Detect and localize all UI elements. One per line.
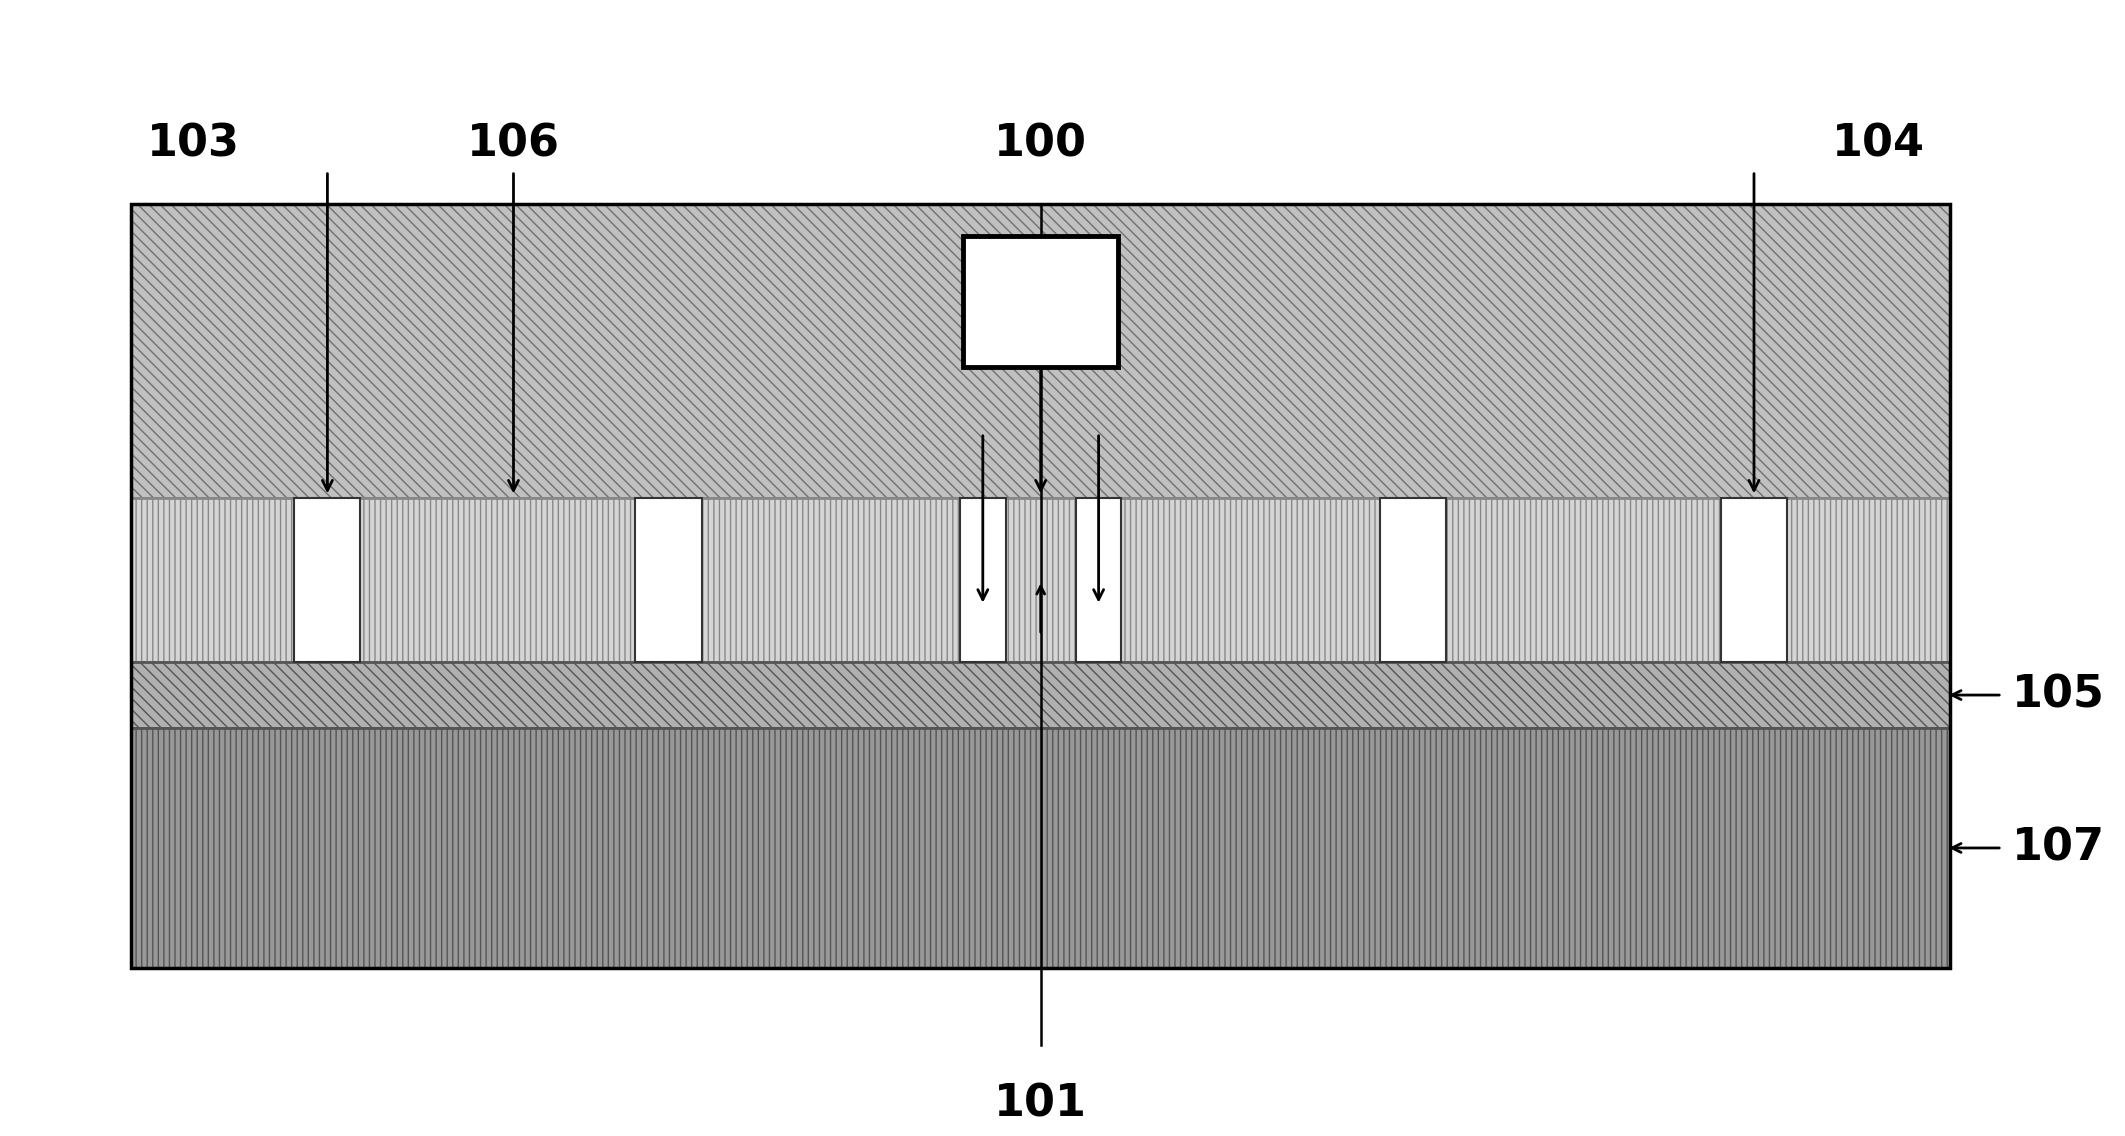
Bar [132,203,1951,968]
Bar [960,499,1005,662]
Bar [132,662,1951,728]
Text: 106: 106 [468,123,561,166]
Text: 104: 104 [1832,123,1925,166]
Text: 107: 107 [2012,827,2106,869]
Bar [635,499,701,662]
Bar [1075,499,1122,662]
Text: 101: 101 [995,1083,1088,1126]
Bar [1721,499,1787,662]
Bar [295,499,361,662]
Bar [132,728,1951,968]
Bar [132,203,1951,499]
Text: 103: 103 [147,123,240,166]
Bar [1379,499,1445,662]
Bar [963,236,1118,367]
Text: 100: 100 [995,123,1088,166]
Text: 105: 105 [2012,674,2106,717]
Bar [132,499,1951,662]
